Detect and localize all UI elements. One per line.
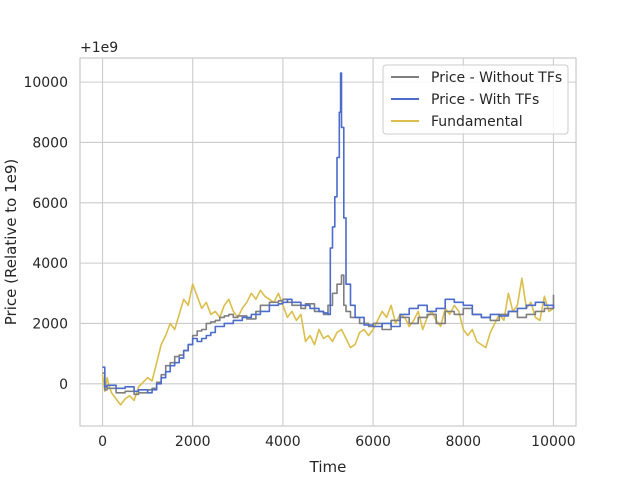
legend-label-fundamental: Fundamental	[431, 114, 523, 130]
y-tick-labels: 0 2000 4000 6000 8000 10000	[23, 75, 68, 393]
legend-label-price-without-tfs: Price - Without TFs	[431, 70, 562, 86]
x-axis-title: Time	[309, 458, 347, 476]
y-axis-title: Price (Relative to 1e9)	[2, 159, 20, 325]
y-tick-label: 0	[59, 377, 68, 393]
x-tick-label: 8000	[445, 434, 481, 450]
y-tick-label: 8000	[32, 135, 68, 151]
legend: Price - Without TFs Price - With TFs Fun…	[382, 64, 569, 135]
x-tick-label: 6000	[355, 434, 391, 450]
y-tick-label: 10000	[23, 75, 68, 91]
series-layer	[101, 72, 555, 406]
x-tick-label: 10000	[531, 434, 576, 450]
legend-box	[382, 64, 569, 135]
x-tick-labels: 0 2000 4000 6000 8000 10000	[98, 434, 576, 450]
plot-frame	[79, 57, 577, 427]
series-line-fundamental	[101, 277, 554, 406]
x-tick-label: 2000	[175, 434, 211, 450]
x-tick-label: 4000	[265, 434, 301, 450]
y-tick-label: 2000	[32, 316, 68, 332]
legend-label-price-with-tfs: Price - With TFs	[431, 92, 539, 108]
y-tick-label: 4000	[32, 256, 68, 272]
x-tick-label: 0	[98, 434, 107, 450]
series-line-price-with-tfs	[102, 72, 555, 394]
offset-label: +1e9	[80, 40, 118, 56]
y-tick-label: 6000	[32, 196, 68, 212]
